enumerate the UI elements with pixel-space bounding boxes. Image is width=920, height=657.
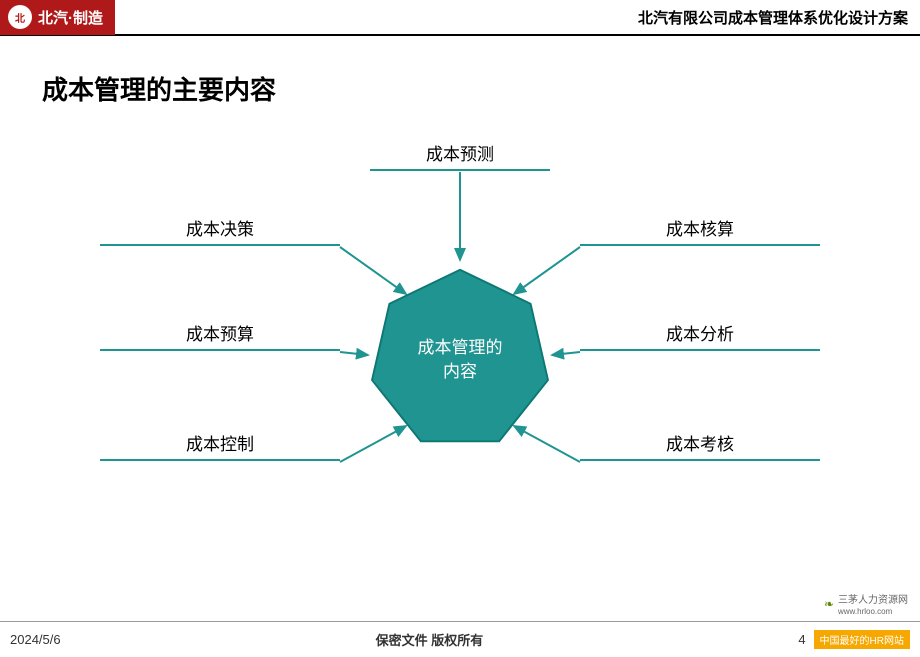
- label-text-lm: 成本预算: [100, 320, 340, 349]
- label-rb: 成本考核: [580, 430, 820, 461]
- label-lm: 成本预算: [100, 320, 340, 351]
- label-underline-rt: [580, 244, 820, 246]
- heptagon-text: 成本管理的 内容: [418, 336, 503, 384]
- footer-center: 保密文件 版权所有: [61, 630, 799, 649]
- label-rt: 成本核算: [580, 215, 820, 246]
- label-text-top: 成本预测: [370, 140, 550, 169]
- label-underline-lb: [100, 459, 340, 461]
- header: 北 北汽·制造 北汽有限公司成本管理体系优化设计方案: [0, 0, 920, 36]
- label-underline-top: [370, 169, 550, 171]
- label-underline-lm: [100, 349, 340, 351]
- label-underline-rm: [580, 349, 820, 351]
- label-text-lt: 成本决策: [100, 215, 340, 244]
- footer-badge: 中国最好的HR网站: [814, 630, 910, 649]
- label-text-rm: 成本分析: [580, 320, 820, 349]
- slide-title: 成本管理的主要内容: [42, 70, 276, 107]
- watermark-url: www.hrloo.com: [838, 607, 892, 616]
- logo: 北 北汽·制造: [0, 0, 115, 35]
- heptagon: 成本管理的 内容: [365, 265, 555, 455]
- header-title: 北汽有限公司成本管理体系优化设计方案: [638, 7, 908, 28]
- footer-pagenum: 4: [798, 632, 805, 647]
- label-rm: 成本分析: [580, 320, 820, 351]
- footer-date: 2024/5/6: [10, 632, 61, 647]
- label-text-rb: 成本考核: [580, 430, 820, 459]
- footer: 2024/5/6 保密文件 版权所有 4 中国最好的HR网站: [0, 621, 920, 657]
- label-underline-lt: [100, 244, 340, 246]
- watermark-text: 三茅人力资源网: [838, 595, 908, 606]
- watermark: ❧ 三茅人力资源网 www.hrloo.com: [824, 591, 908, 617]
- heptagon-line2: 内容: [443, 362, 477, 381]
- heptagon-line1: 成本管理的: [418, 338, 503, 357]
- logo-brand: 北汽·制造: [38, 7, 103, 28]
- label-text-lb: 成本控制: [100, 430, 340, 459]
- leaf-icon: ❧: [824, 597, 834, 611]
- label-text-rt: 成本核算: [580, 215, 820, 244]
- logo-icon: 北: [8, 5, 32, 29]
- label-lt: 成本决策: [100, 215, 340, 246]
- diagram: 成本管理的 内容 成本预测成本决策 成本核算成本预算 成本分析成本控制 成本考核: [0, 140, 920, 580]
- label-underline-rb: [580, 459, 820, 461]
- label-top: 成本预测: [370, 140, 550, 171]
- label-lb: 成本控制: [100, 430, 340, 461]
